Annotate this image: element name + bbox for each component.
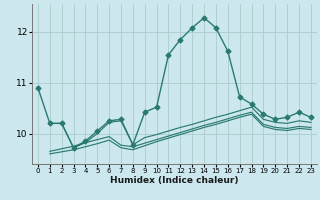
X-axis label: Humidex (Indice chaleur): Humidex (Indice chaleur) [110,176,239,185]
